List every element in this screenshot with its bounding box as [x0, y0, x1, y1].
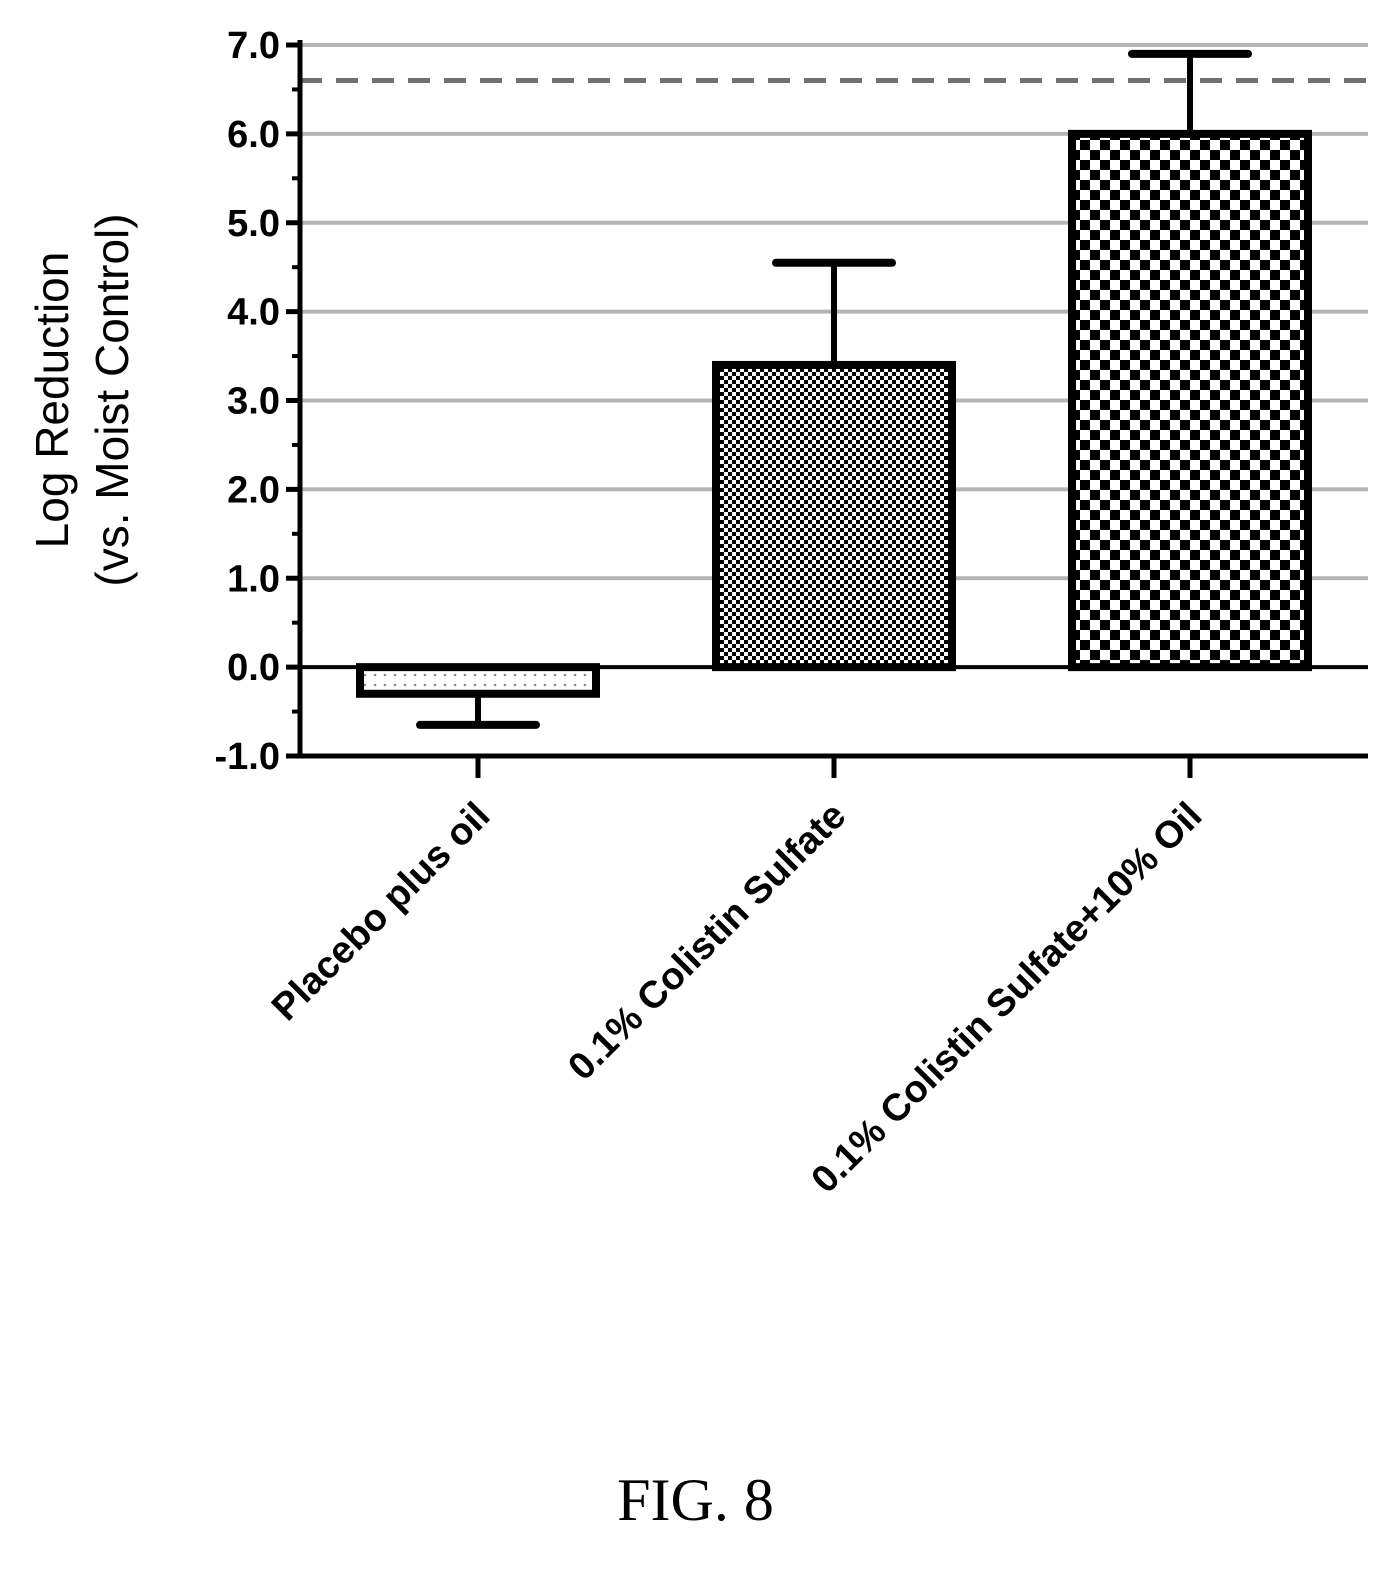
- bar: [712, 360, 956, 672]
- y-tick-label: 3.0: [227, 381, 280, 423]
- y-tick-label: 1.0: [227, 558, 280, 600]
- y-tick-label: 4.0: [227, 292, 280, 334]
- bar: [1068, 129, 1312, 672]
- y-tick-label: -1.0: [215, 736, 280, 778]
- category-label: 0.1% Colistin Sulfate+10% Oil: [804, 795, 1211, 1202]
- y-tick-label: 2.0: [227, 469, 280, 511]
- category-label: 0.1% Colistin Sulfate: [560, 795, 854, 1089]
- bars: [356, 49, 1312, 729]
- bar: [356, 663, 600, 698]
- y-tick-label: 5.0: [227, 203, 280, 245]
- y-tick-label: 6.0: [227, 114, 280, 156]
- category-label: Placebo plus oil: [264, 795, 498, 1029]
- y-axis-title-sub: (vs. Moist Control): [86, 213, 138, 586]
- bar-chart: Log Reduction (vs. Moist Control) 7.0 6.0…: [26, 25, 1368, 1202]
- x-tick-labels: Placebo plus oil 0.1% Colistin Sulfate0.1…: [264, 795, 1210, 1202]
- y-tick-labels: 7.0 6.0 5.0 4.0 3.0 2.0 1.0 0.0 -1.0: [215, 25, 280, 778]
- y-tick-label: 0.0: [227, 647, 280, 689]
- axes: [286, 40, 1368, 778]
- y-axis-title: Log Reduction (vs. Moist Control): [26, 213, 138, 586]
- figure-caption: FIG. 8: [617, 1467, 774, 1533]
- y-axis-title-main: Log Reduction: [26, 252, 78, 549]
- y-tick-label: 7.0: [227, 25, 280, 67]
